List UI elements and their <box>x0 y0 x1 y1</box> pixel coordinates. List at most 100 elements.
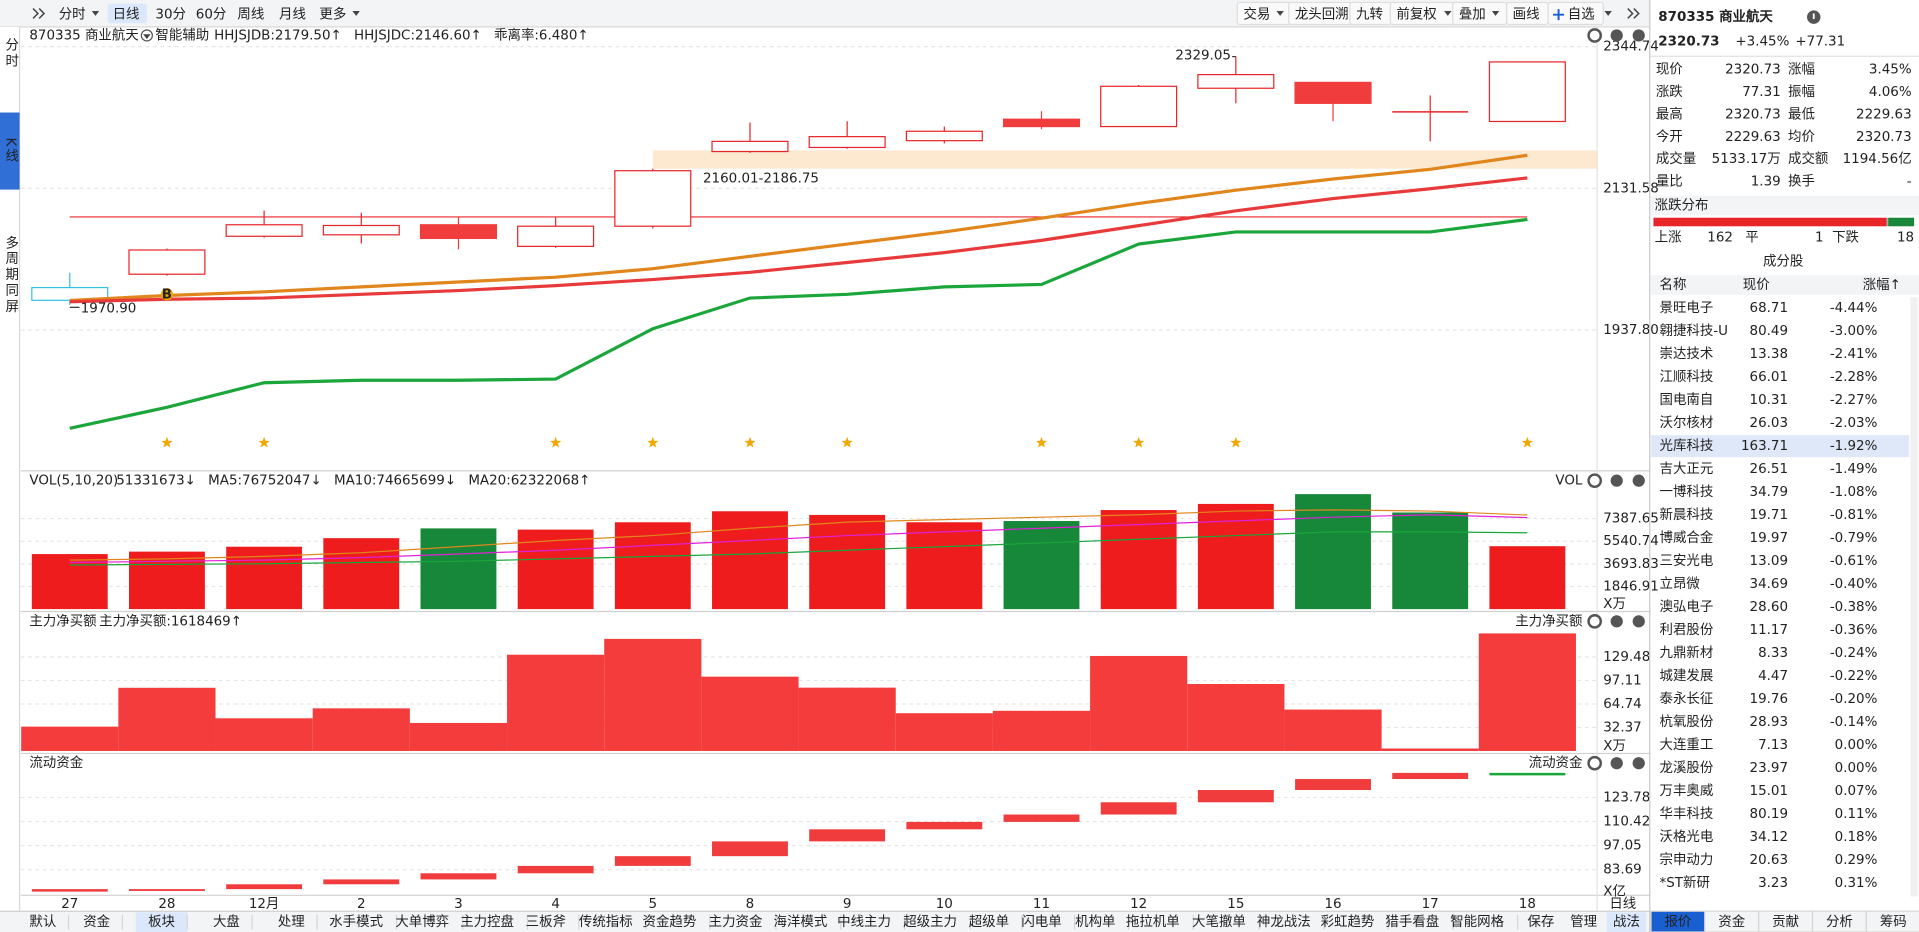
stock-name[interactable]: 崇达技术 <box>1660 346 1714 362</box>
bottom-tab[interactable]: 水手模式 <box>329 914 383 930</box>
help-icon[interactable] <box>1610 29 1623 42</box>
side-tab-active[interactable] <box>0 112 20 190</box>
action-button[interactable] <box>1564 912 1604 932</box>
action-label[interactable]: 管理 <box>1570 914 1597 930</box>
quote-tab-label[interactable]: 报价 <box>1664 914 1691 930</box>
help-icon[interactable] <box>1610 757 1623 770</box>
toolbar-item[interactable]: 月线 <box>279 7 306 23</box>
stock-name[interactable]: 翱捷科技-U <box>1660 323 1728 339</box>
bottom-tab[interactable]: 主力控盘 <box>460 913 514 930</box>
bottom-tab[interactable]: 资金 <box>83 914 110 930</box>
toolbar-item[interactable]: 30分 <box>155 7 186 23</box>
bottom-tab[interactable]: 大笔撤单 <box>1192 914 1246 930</box>
bottom-tab[interactable]: 机构单 <box>1075 914 1115 930</box>
quote-tab-label[interactable]: 筹码 <box>1880 913 1907 930</box>
stock-name[interactable]: 光库科技 <box>1660 438 1714 454</box>
bottom-tab[interactable]: 大单博弈 <box>395 914 449 930</box>
stock-name[interactable]: 沃格光电 <box>1660 829 1714 845</box>
stock-name[interactable]: 龙溪股份 <box>1660 760 1714 776</box>
bottom-tab[interactable]: 闪电单 <box>1021 914 1061 930</box>
bottom-tab[interactable]: 处理 <box>278 914 305 930</box>
quote-tab-label[interactable]: 贡献 <box>1772 914 1799 930</box>
stock-name[interactable]: 宗申动力 <box>1660 852 1714 868</box>
quote-tab-label[interactable]: 资金 <box>1718 914 1745 930</box>
quote-tab-label[interactable]: 分析 <box>1826 914 1853 930</box>
stock-name[interactable]: 一博科技 <box>1660 484 1714 500</box>
stock-change: -1.92% <box>1830 439 1878 454</box>
stock-name[interactable]: 杭氧股份 <box>1660 714 1714 730</box>
toolbar-item[interactable]: 叠加 <box>1459 7 1486 23</box>
toolbar-item[interactable]: 交易 <box>1243 6 1270 23</box>
toolbar-item[interactable]: 日线 <box>113 7 140 23</box>
volume-bar <box>1003 521 1080 610</box>
stock-name[interactable]: 三安光电 <box>1660 553 1714 569</box>
stock-name[interactable]: 立昂微 <box>1660 576 1701 592</box>
toolbar-item[interactable]: 前复权 <box>1396 6 1436 23</box>
stock-name[interactable]: 新晨科技 <box>1660 507 1714 523</box>
bottom-tab[interactable]: 中线主力 <box>837 914 891 930</box>
volume-bar <box>712 511 788 610</box>
toolbar-item[interactable]: 自选 <box>1568 7 1595 23</box>
toolbar-item[interactable]: 龙头回溯 <box>1295 7 1349 23</box>
action-label[interactable]: 保存 <box>1527 914 1554 930</box>
bottom-tab[interactable]: 传统指标 <box>579 914 633 930</box>
indicator-button[interactable]: 智能辅助 <box>155 27 209 43</box>
stock-name[interactable]: 九鼎新材 <box>1660 645 1714 661</box>
toolbar-item[interactable]: 周线 <box>237 7 264 23</box>
bottom-tab[interactable]: 猎手看盘 <box>1385 913 1439 930</box>
column-header[interactable]: 涨幅↑ <box>1863 277 1901 293</box>
help-icon[interactable] <box>1610 615 1623 628</box>
bottom-tab[interactable]: 海洋模式 <box>774 914 828 930</box>
toolbar-item[interactable]: 60分 <box>196 7 227 23</box>
side-tab[interactable]: 分时 <box>2 38 19 70</box>
help-icon[interactable] <box>1632 29 1645 42</box>
side-tab[interactable]: 多周期同屏 <box>2 234 19 315</box>
stock-name[interactable]: 万丰奥威 <box>1660 782 1714 799</box>
toolbar-item[interactable]: 更多 <box>319 6 346 23</box>
stock-name[interactable]: 澳弘电子 <box>1660 599 1714 615</box>
toolbar-item[interactable]: 画线 <box>1513 7 1540 23</box>
stock-name[interactable]: 国电南自 <box>1660 392 1714 408</box>
bottom-tab[interactable]: 超级单 <box>969 914 1009 930</box>
y-tick-label: 83.69 <box>1603 863 1641 878</box>
stock-name[interactable]: 大连重工 <box>1660 737 1714 753</box>
assist-icon[interactable] <box>140 29 153 42</box>
help-icon[interactable] <box>1632 474 1645 487</box>
action-button[interactable] <box>1521 912 1561 932</box>
bottom-tab[interactable]: 大盘 <box>213 913 240 930</box>
stock-name[interactable]: 博威合金 <box>1660 530 1714 546</box>
action-button[interactable] <box>1606 912 1647 932</box>
settings-icon[interactable] <box>1587 613 1603 629</box>
bottom-tab[interactable]: 拖拉机单 <box>1126 914 1180 930</box>
bottom-tab[interactable]: 智能网格 <box>1450 914 1504 930</box>
stock-name[interactable]: 利君股份 <box>1660 622 1714 638</box>
settings-icon[interactable] <box>1587 28 1603 43</box>
help-icon[interactable] <box>1632 757 1645 770</box>
settings-icon[interactable] <box>1587 755 1603 771</box>
side-tab[interactable]: K线 <box>2 137 19 164</box>
help-icon[interactable] <box>1632 615 1645 628</box>
bottom-tab[interactable]: 神龙战法 <box>1257 914 1311 930</box>
stock-name[interactable]: 景旺电子 <box>1660 300 1714 316</box>
stock-name[interactable]: *ST新研 <box>1660 875 1710 891</box>
toolbar-item[interactable]: 九转 <box>1356 7 1383 23</box>
settings-icon[interactable] <box>1587 473 1603 489</box>
bottom-tab[interactable]: 板块 <box>148 914 175 930</box>
help-icon[interactable] <box>1610 474 1623 487</box>
toolbar-button[interactable] <box>1547 1 1604 26</box>
stock-name[interactable]: 泰永长征 <box>1660 691 1714 707</box>
bottom-tab[interactable]: 资金趋势 <box>643 914 697 930</box>
stat-label: 今开 <box>1656 129 1683 145</box>
bottom-tab[interactable]: 超级主力 <box>903 914 957 930</box>
stock-name[interactable]: 吉大正元 <box>1660 461 1714 477</box>
bottom-tab[interactable]: 三板斧 <box>526 914 566 930</box>
bottom-tab[interactable]: 主力资金 <box>709 914 763 930</box>
bottom-tab[interactable]: 默认 <box>29 914 56 930</box>
stock-name[interactable]: 江顺科技 <box>1660 369 1714 385</box>
toolbar-item[interactable]: 分时 <box>59 7 86 23</box>
stock-name[interactable]: 沃尔核材 <box>1660 415 1714 431</box>
stock-name[interactable]: 华丰科技 <box>1660 806 1714 822</box>
action-label[interactable]: 战法 <box>1613 914 1640 930</box>
bottom-tab[interactable]: 彩虹趋势 <box>1321 914 1375 930</box>
stock-name[interactable]: 城建发展 <box>1660 668 1714 684</box>
